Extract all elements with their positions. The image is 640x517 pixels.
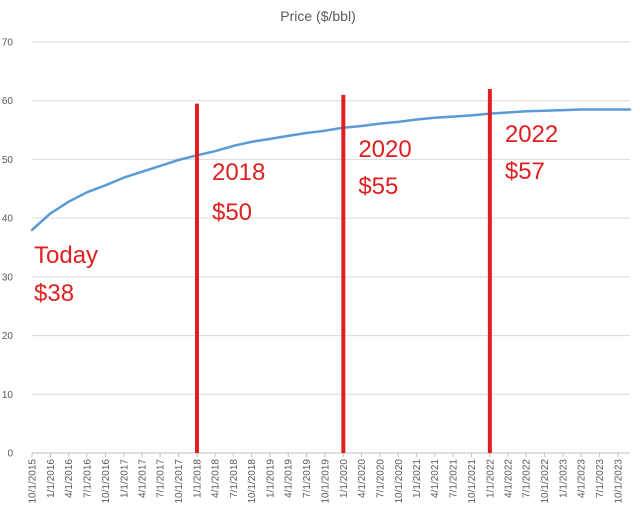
y-tick-label: 60 [2, 96, 14, 107]
y-tick-label: 0 [7, 449, 13, 460]
marker-year-label: 2018 [212, 159, 265, 186]
marker-price-label: $50 [212, 199, 252, 226]
x-tick-label: 7/1/2020 [375, 459, 386, 498]
x-tick-label: 1/1/2021 [412, 459, 423, 498]
x-tick-label: 4/1/2021 [430, 459, 441, 498]
x-tick-label: 7/1/2019 [302, 459, 313, 498]
x-tick-label: 10/1/2022 [540, 459, 551, 504]
chart-title: Price ($/bbl) [280, 8, 355, 24]
x-tick-label: 10/1/2019 [320, 459, 331, 504]
x-tick-label: 10/1/2018 [247, 459, 258, 504]
x-tick-label: 1/1/2023 [559, 459, 570, 498]
x-tick-label: 7/1/2023 [595, 459, 606, 498]
x-tick-label: 1/1/2018 [192, 459, 203, 498]
annotation-today-price: $38 [34, 280, 74, 307]
x-tick-label: 4/1/2016 [64, 459, 75, 498]
marker-price-label: $55 [358, 173, 398, 200]
x-tick-label: 10/1/2015 [28, 459, 39, 504]
x-tick-label: 7/1/2016 [82, 459, 93, 498]
x-tick-label: 10/1/2017 [174, 459, 185, 504]
x-tick-label: 7/1/2021 [448, 459, 459, 498]
y-tick-label: 10 [2, 390, 14, 401]
marker-lines: 2018 $50 2020 $55 2022 $57 [194, 88, 558, 453]
x-tick-label: 10/1/2023 [613, 459, 624, 504]
x-tick-label: 7/1/2017 [156, 459, 167, 498]
y-tick-label: 30 [2, 272, 14, 283]
annotations: Today $38 [34, 242, 98, 307]
annotation-today-label: Today [34, 242, 98, 269]
x-tick-label: 4/1/2023 [577, 459, 588, 498]
x-tick-label: 7/1/2018 [229, 459, 240, 498]
x-tick-label: 1/1/2017 [119, 459, 130, 498]
x-tick-label: 1/1/2022 [485, 459, 496, 498]
x-tick-label: 7/1/2022 [522, 459, 533, 498]
y-tick-label: 70 [2, 38, 14, 49]
x-tick-label: 10/1/2021 [467, 459, 478, 504]
x-tick-label: 10/1/2020 [394, 459, 405, 504]
x-tick-label: 10/1/2016 [101, 459, 112, 504]
x-tick-label: 4/1/2022 [503, 459, 514, 498]
y-tick-label: 50 [2, 155, 14, 166]
series-group [30, 108, 632, 232]
marker-price-label: $57 [505, 158, 545, 185]
y-tick-label: 40 [2, 214, 14, 225]
x-tick-label: 4/1/2018 [211, 459, 222, 498]
gridlines [32, 41, 630, 454]
x-tick-label: 1/1/2019 [266, 459, 277, 498]
x-tick-label: 4/1/2017 [137, 459, 148, 498]
x-axis-ticks: 10/1/2015 1/1/2016 4/1/2016 7/1/2016 10/1/20… [28, 453, 624, 504]
y-axis-ticks: 0 10 20 30 40 50 60 70 [2, 38, 14, 460]
x-tick-label: 4/1/2020 [357, 459, 368, 498]
x-tick-label: 4/1/2019 [284, 459, 295, 498]
x-tick-label: 1/1/2016 [46, 459, 57, 498]
x-tick-label: 1/1/2020 [339, 459, 350, 498]
y-tick-label: 20 [2, 331, 14, 342]
marker-year-label: 2020 [358, 136, 411, 163]
marker-year-label: 2022 [505, 121, 558, 148]
price-series-line [30, 108, 632, 232]
